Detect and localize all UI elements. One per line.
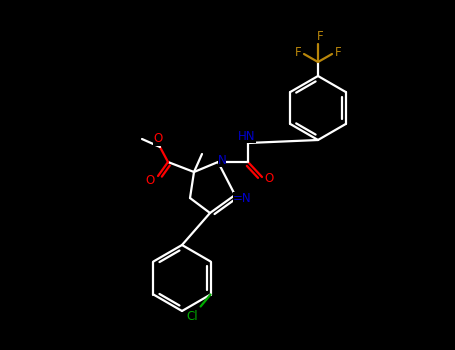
- Text: HN: HN: [238, 130, 256, 142]
- Text: =N: =N: [233, 191, 251, 204]
- Text: O: O: [264, 173, 273, 186]
- Text: Cl: Cl: [187, 310, 198, 323]
- Text: F: F: [295, 46, 301, 58]
- Text: O: O: [153, 133, 162, 146]
- Text: O: O: [146, 175, 155, 188]
- Text: F: F: [335, 46, 341, 58]
- Text: N: N: [217, 154, 227, 167]
- Text: F: F: [317, 29, 324, 42]
